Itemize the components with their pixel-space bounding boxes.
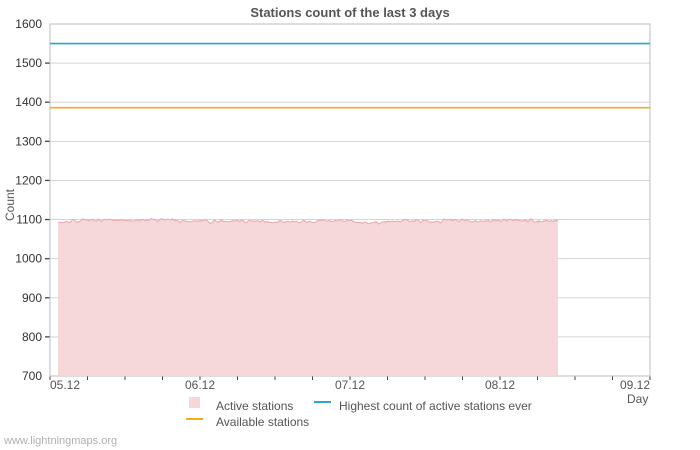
svg-text:1600: 1600	[15, 17, 42, 31]
svg-text:1300: 1300	[15, 134, 42, 148]
svg-text:900: 900	[22, 291, 42, 305]
svg-text:1200: 1200	[15, 173, 42, 187]
svg-text:06.12: 06.12	[185, 378, 215, 392]
svg-text:700: 700	[22, 369, 42, 383]
svg-text:1500: 1500	[15, 56, 42, 70]
svg-text:07.12: 07.12	[335, 378, 365, 392]
svg-text:1000: 1000	[15, 252, 42, 266]
svg-text:05.12: 05.12	[50, 378, 80, 392]
svg-text:09.12: 09.12	[620, 378, 650, 392]
svg-text:800: 800	[22, 330, 42, 344]
svg-text:08.12: 08.12	[485, 378, 515, 392]
svg-text:1400: 1400	[15, 95, 42, 109]
svg-text:1100: 1100	[16, 213, 42, 227]
